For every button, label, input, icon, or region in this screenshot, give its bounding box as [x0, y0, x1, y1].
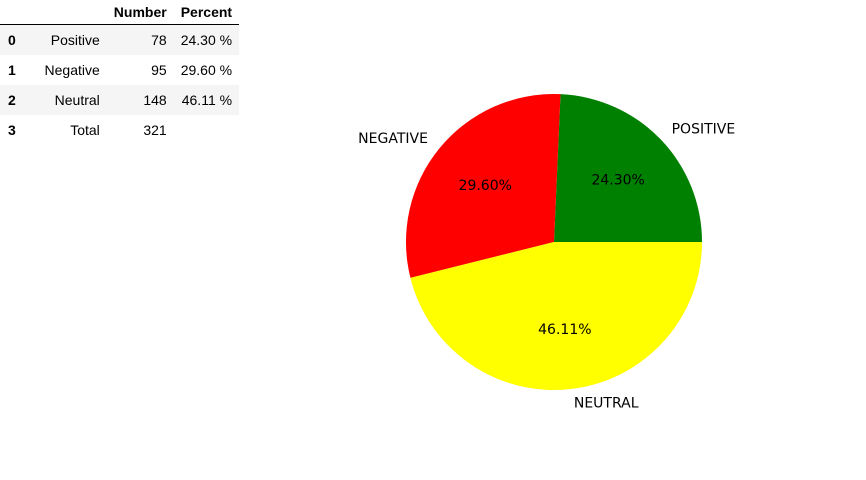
header-percent: Percent	[173, 0, 240, 25]
header-index	[0, 0, 23, 25]
slice-percent-label: 24.30%	[591, 173, 644, 189]
table-row: 1 Negative 95 29.60 %	[0, 55, 239, 85]
row-number: 95	[151, 62, 167, 78]
pie-slice-neutral	[410, 242, 702, 390]
table-body: 0 Positive 78 24.30 % 1 Negative 95 29.6…	[0, 24, 240, 146]
header-number: Number	[106, 0, 174, 25]
row-label: Positive	[50, 32, 100, 48]
summary-table-container: Number Percent 0 Positive 78 24.30 % 1 N…	[0, 0, 240, 146]
row-index: 1	[8, 62, 16, 78]
row-percent: 24.30 %	[180, 32, 233, 48]
row-number: 148	[143, 92, 167, 108]
slice-percent-label: 46.11%	[538, 322, 591, 338]
row-index: 2	[8, 92, 16, 108]
row-number: 78	[151, 32, 167, 48]
row-percent: 29.60 %	[180, 62, 233, 78]
slice-category-label: NEUTRAL	[574, 396, 639, 412]
slice-category-label: NEGATIVE	[358, 131, 428, 147]
row-index: 0	[8, 32, 16, 48]
header-label	[22, 0, 107, 25]
row-label: Total	[70, 122, 100, 138]
table-row: 3 Total 321	[0, 115, 239, 145]
row-label: Negative	[44, 62, 100, 78]
row-number: 321	[143, 122, 167, 138]
summary-table: Number Percent 0 Positive 78 24.30 % 1 N…	[0, 0, 240, 146]
table-header: Number Percent	[0, 0, 240, 25]
pie-slice-negative	[406, 94, 561, 278]
row-index: 3	[8, 122, 16, 138]
pie-slice-positive	[554, 94, 702, 242]
slice-category-label: POSITIVE	[672, 121, 736, 137]
header-row: Number Percent	[0, 0, 240, 25]
row-label: Neutral	[54, 92, 100, 108]
pie-slices	[406, 94, 702, 390]
row-percent: 46.11 %	[181, 92, 233, 108]
pie-labels: 24.30% POSITIVE 29.60% NEGATIVE 46.11% NEUTRA…	[358, 121, 735, 411]
table-row: 2 Neutral 148 46.11 %	[0, 85, 240, 115]
table-row: 0 Positive 78 24.30 %	[0, 24, 240, 55]
slice-percent-label: 29.60%	[459, 178, 512, 194]
